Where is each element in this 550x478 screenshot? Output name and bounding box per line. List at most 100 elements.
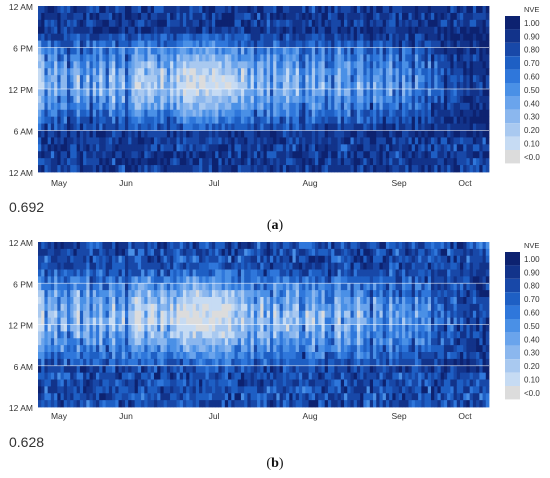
heatmap-cell bbox=[369, 33, 374, 41]
heatmap-cell bbox=[440, 109, 445, 118]
heatmap-cell bbox=[121, 61, 126, 69]
heatmap-cell bbox=[482, 102, 487, 111]
heatmap-cell bbox=[157, 130, 161, 138]
heatmap-cell bbox=[189, 40, 194, 48]
heatmap-cell bbox=[147, 248, 152, 257]
heatmap-cell bbox=[144, 40, 148, 48]
heatmap-cell bbox=[450, 158, 454, 166]
heatmap-cell bbox=[456, 68, 461, 76]
heatmap-cell bbox=[173, 386, 177, 394]
heatmap-cell bbox=[402, 68, 406, 76]
heatmap-cell bbox=[279, 95, 284, 104]
heatmap-cell bbox=[179, 345, 184, 353]
heatmap-cell bbox=[179, 358, 184, 367]
heatmap-cell bbox=[282, 102, 287, 111]
heatmap-cell bbox=[44, 68, 49, 76]
heatmap-cell bbox=[47, 372, 52, 380]
heatmap-cell bbox=[182, 255, 187, 264]
heatmap-cell bbox=[228, 123, 232, 131]
heatmap-cell bbox=[99, 6, 103, 14]
heatmap-cell bbox=[482, 158, 487, 166]
heatmap-cell bbox=[73, 290, 78, 298]
heatmap-cell bbox=[189, 262, 194, 270]
heatmap-cell bbox=[182, 379, 187, 387]
heatmap-cell bbox=[163, 317, 168, 325]
heatmap-cell bbox=[215, 12, 219, 21]
heatmap-cell bbox=[170, 75, 174, 83]
heatmap-cell bbox=[189, 310, 194, 319]
heatmap-cell bbox=[83, 352, 87, 360]
heatmap-cell bbox=[279, 137, 284, 145]
heatmap-cell bbox=[424, 19, 429, 28]
heatmap-cell bbox=[99, 165, 103, 173]
heatmap-cell bbox=[66, 242, 71, 250]
heatmap-cell bbox=[118, 372, 123, 380]
heatmap-cell bbox=[389, 89, 393, 97]
heatmap-cell bbox=[92, 262, 97, 270]
heatmap-cell bbox=[202, 297, 206, 305]
heatmap-cell bbox=[273, 130, 277, 138]
heatmap-cell bbox=[63, 372, 68, 380]
heatmap-cell bbox=[54, 75, 58, 83]
heatmap-cell bbox=[83, 12, 87, 21]
heatmap-cell bbox=[121, 352, 126, 360]
heatmap-cell bbox=[195, 19, 200, 28]
heatmap-cell bbox=[266, 26, 271, 35]
heatmap-cell bbox=[170, 61, 174, 69]
heatmap-cell bbox=[128, 26, 132, 35]
heatmap-cell bbox=[453, 130, 458, 138]
heatmap-cell bbox=[147, 12, 152, 21]
heatmap-cell bbox=[244, 68, 248, 76]
heatmap-cell bbox=[228, 61, 232, 69]
heatmap-cell bbox=[234, 61, 239, 69]
legend-label: 0.80 bbox=[524, 46, 540, 55]
heatmap-cell bbox=[353, 95, 358, 104]
heatmap-cell bbox=[115, 310, 119, 319]
heatmap-cell bbox=[237, 255, 242, 264]
heatmap-cell bbox=[237, 61, 242, 69]
heatmap-cell bbox=[240, 345, 245, 353]
heatmap-cell bbox=[121, 165, 126, 173]
heatmap-cell bbox=[224, 12, 229, 21]
heatmap-cell bbox=[108, 276, 113, 284]
heatmap-cell bbox=[150, 116, 155, 124]
heatmap-cell bbox=[298, 109, 303, 118]
heatmap-cell bbox=[240, 123, 245, 131]
heatmap-cell bbox=[237, 137, 242, 145]
heatmap-cell bbox=[70, 137, 74, 145]
heatmap-cell bbox=[389, 151, 393, 159]
heatmap-cell bbox=[295, 26, 300, 35]
heatmap-cell bbox=[215, 248, 219, 257]
heatmap-cell bbox=[128, 372, 132, 380]
heatmap-cell bbox=[276, 102, 281, 111]
heatmap-cell bbox=[66, 345, 71, 353]
heatmap-cell bbox=[173, 130, 177, 138]
heatmap-cell bbox=[434, 75, 438, 83]
heatmap-cell bbox=[408, 68, 413, 76]
heatmap-cell bbox=[324, 40, 329, 48]
heatmap-cell bbox=[118, 283, 123, 291]
heatmap-cell bbox=[202, 82, 206, 90]
heatmap-cell bbox=[395, 82, 400, 90]
heatmap-cell bbox=[211, 116, 216, 124]
heatmap-cell bbox=[153, 379, 158, 387]
heatmap-cell bbox=[311, 26, 316, 35]
heatmap-cell bbox=[137, 310, 142, 319]
heatmap-cell bbox=[250, 165, 255, 173]
heatmap-cell bbox=[189, 331, 194, 339]
heatmap-cell bbox=[437, 61, 442, 69]
heatmap-cell bbox=[157, 379, 161, 387]
heatmap-cell bbox=[237, 151, 242, 159]
heatmap-cell bbox=[247, 255, 252, 264]
heatmap-cell bbox=[240, 54, 245, 62]
heatmap-cell bbox=[356, 116, 361, 124]
heatmap-cell bbox=[289, 26, 293, 35]
heatmap-cell bbox=[57, 365, 61, 374]
heatmap-cell bbox=[147, 310, 152, 319]
heatmap-cell bbox=[44, 303, 49, 312]
heatmap-cell bbox=[124, 262, 129, 270]
heatmap-cell bbox=[112, 242, 116, 250]
heatmap-cell bbox=[160, 248, 165, 257]
heatmap-cell bbox=[128, 345, 132, 353]
heatmap-cell bbox=[44, 26, 49, 35]
